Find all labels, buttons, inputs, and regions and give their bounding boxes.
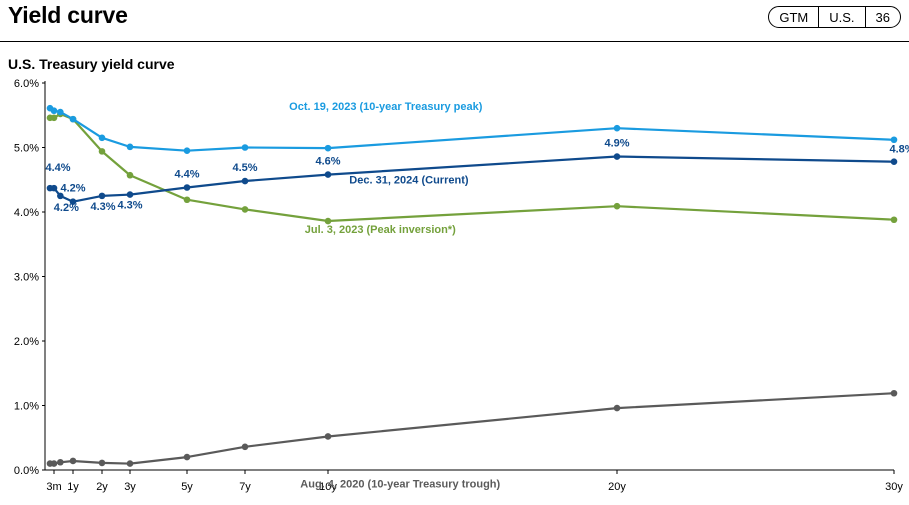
data-label: 4.4% (45, 162, 70, 174)
data-point (126, 191, 134, 198)
data-point (183, 147, 191, 155)
data-point (890, 136, 898, 144)
page-title: Yield curve (8, 2, 128, 28)
x-tick-label: 10y (319, 481, 337, 493)
x-tick-label: 2y (96, 481, 108, 493)
data-point (50, 107, 58, 115)
x-tick-label: 30y (885, 481, 903, 493)
data-point (241, 443, 249, 451)
y-tick-label: 4.0% (14, 207, 39, 219)
data-point (98, 134, 106, 142)
data-point (69, 198, 77, 205)
data-point (69, 115, 77, 123)
data-point (126, 143, 134, 151)
gtm-badge: GTM U.S. 36 (768, 6, 901, 28)
data-point (57, 192, 64, 200)
data-point (324, 433, 332, 440)
series-line-oct-19-2023-10-year-treasury-peak (49, 107, 895, 152)
x-tick-label: 3y (124, 481, 136, 493)
data-label: 4.5% (232, 162, 257, 174)
data-point (98, 148, 106, 155)
header-divider (0, 41, 909, 42)
data-point (57, 458, 64, 466)
data-point (183, 453, 191, 461)
data-point (98, 459, 106, 467)
y-tick-label: 5.0% (14, 143, 39, 155)
x-tick-label: 5y (181, 481, 193, 493)
data-point (613, 202, 621, 210)
series-label: Oct. 19, 2023 (10-year Treasury peak) (289, 101, 483, 113)
series-label: Aug. 4, 2020 (10-year Treasury trough) (300, 478, 500, 490)
y-tick-label: 0.0% (14, 465, 39, 477)
data-point (241, 177, 249, 185)
data-point (324, 144, 332, 152)
data-point (50, 114, 58, 122)
data-point (50, 184, 58, 192)
data-label: 4.4% (174, 168, 199, 180)
x-tick-label: 7y (239, 481, 251, 493)
data-point (50, 460, 58, 467)
data-point (324, 217, 332, 225)
x-tick-label: 20y (608, 481, 626, 493)
x-tick-label: 3m (46, 481, 61, 493)
data-label: 4.2% (54, 202, 79, 214)
y-tick-label: 1.0% (14, 401, 39, 413)
data-label: 4.9% (604, 138, 629, 150)
data-point (241, 144, 249, 151)
series-line-aug-4-2020-10-year-treasury-trough (50, 392, 895, 465)
data-point (613, 404, 621, 412)
data-point (890, 216, 898, 224)
data-label: 4.6% (315, 156, 340, 168)
data-label: 4.8% (889, 144, 909, 156)
y-tick-label: 3.0% (14, 272, 39, 284)
x-tick-label: 1y (67, 481, 79, 493)
badge-page-number: 36 (864, 7, 900, 27)
data-point (57, 108, 64, 116)
series-label: Jul. 3, 2023 (Peak inversion*) (305, 224, 456, 236)
data-label: 4.3% (117, 200, 142, 212)
data-point (890, 389, 898, 397)
data-point (183, 184, 191, 191)
data-point (613, 153, 621, 160)
data-label: 4.3% (90, 201, 115, 213)
y-tick-label: 6.0% (14, 78, 39, 90)
data-point (183, 196, 191, 204)
data-point (69, 457, 77, 465)
y-tick-label: 2.0% (14, 336, 39, 348)
data-point (98, 192, 106, 200)
series-label: Dec. 31, 2024 (Current) (349, 175, 469, 187)
data-point (613, 124, 621, 132)
badge-guide: GTM (779, 9, 809, 25)
data-point (324, 171, 332, 178)
badge-region: U.S. (818, 7, 864, 27)
data-point (890, 158, 898, 165)
data-point (241, 206, 249, 213)
data-point (126, 171, 134, 179)
data-label: 4.2% (60, 183, 85, 195)
data-point (126, 460, 134, 467)
chart-title: U.S. Treasury yield curve (8, 56, 175, 72)
